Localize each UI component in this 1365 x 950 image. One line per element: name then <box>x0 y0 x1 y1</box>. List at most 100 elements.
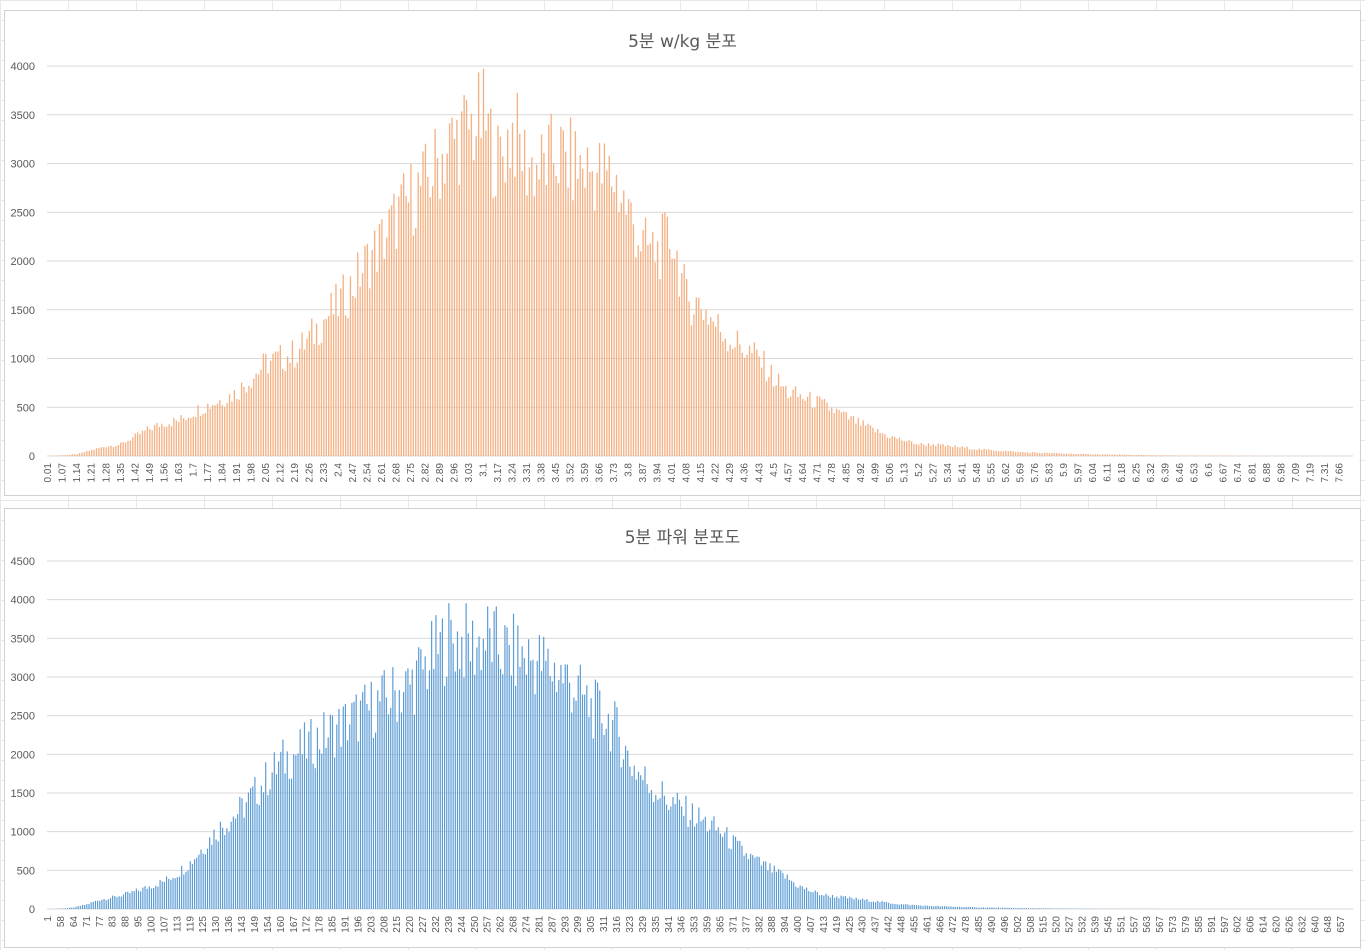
bar <box>269 789 271 909</box>
bar <box>163 882 165 909</box>
bar <box>532 659 534 909</box>
x-tick-label: 3.24 <box>508 463 519 483</box>
bar <box>318 749 321 909</box>
bar <box>168 878 170 909</box>
bar <box>357 741 359 909</box>
bar <box>81 904 84 909</box>
bar <box>114 896 116 909</box>
bar <box>214 405 216 456</box>
x-tick-label: 257 <box>483 916 494 933</box>
x-tick-label: 413 <box>819 916 830 933</box>
x-tick-label: 502 <box>1013 916 1024 933</box>
bar <box>381 675 383 909</box>
x-tick-label: 597 <box>1220 916 1231 933</box>
bar <box>1099 454 1101 456</box>
bar <box>77 906 79 909</box>
bar <box>647 245 649 456</box>
bar <box>840 412 843 456</box>
x-tick-label: 579 <box>1181 916 1192 933</box>
bar <box>125 892 127 909</box>
bar <box>118 896 120 909</box>
bar <box>734 836 737 909</box>
bar <box>129 893 131 909</box>
bar <box>782 873 784 909</box>
bar <box>127 891 129 909</box>
wkg-distribution-chart[interactable]: 5분 w/kg 분포 0 500 1000 1500 2000 2500 3000 3500 4… <box>4 10 1361 496</box>
x-tick-label: 632 <box>1297 916 1308 933</box>
bar <box>586 685 588 909</box>
bar <box>1085 453 1087 456</box>
bar <box>395 249 398 456</box>
bar <box>614 701 616 909</box>
bar <box>795 886 797 909</box>
bar <box>809 391 811 456</box>
x-tick-label: 2.54 <box>362 463 373 483</box>
bar <box>289 362 291 456</box>
x-tick-label: 232 <box>431 916 442 933</box>
y-tick-label: 4000 <box>11 595 35 607</box>
bar <box>632 224 635 456</box>
bar <box>1118 454 1121 456</box>
bar <box>329 714 331 909</box>
bar <box>443 685 446 909</box>
bar <box>935 905 937 909</box>
bar <box>500 668 502 909</box>
bar <box>66 908 69 909</box>
bar <box>739 344 741 456</box>
bar <box>747 859 750 909</box>
bar <box>441 153 444 456</box>
bar <box>216 403 219 456</box>
bar <box>907 904 909 909</box>
power-distribution-chart[interactable]: 5분 파워 분포도 0 500 1000 1500 2000 2500 3000 3500 40… <box>4 508 1361 948</box>
bar <box>366 243 369 456</box>
bar <box>366 704 368 909</box>
bar <box>340 288 342 456</box>
bar <box>68 907 71 909</box>
bar <box>117 444 119 456</box>
bar <box>993 450 995 456</box>
bar <box>909 905 911 909</box>
bar <box>982 907 984 909</box>
bar <box>967 906 969 909</box>
bar <box>59 455 61 456</box>
bar <box>685 279 688 456</box>
bar <box>705 309 707 456</box>
bar <box>1028 908 1030 909</box>
x-tick-label: 1.63 <box>174 463 185 483</box>
x-tick-label: 1.56 <box>159 463 170 483</box>
x-tick-label: 7.19 <box>1306 463 1317 483</box>
bar <box>340 746 342 909</box>
bar <box>1045 908 1047 909</box>
bar <box>966 446 968 456</box>
x-tick-label: 172 <box>302 916 313 933</box>
bar <box>926 905 928 909</box>
bar <box>325 747 327 909</box>
bar <box>441 618 444 909</box>
bar <box>463 95 465 456</box>
bar <box>1010 450 1012 456</box>
x-tick-label: 167 <box>289 916 300 933</box>
x-tick-label: 2.26 <box>304 463 315 483</box>
bar <box>932 444 934 456</box>
bar <box>330 293 332 456</box>
bar <box>294 367 296 456</box>
bar <box>385 697 387 909</box>
bar <box>1121 454 1123 456</box>
bar <box>1089 454 1092 456</box>
bar <box>110 445 112 456</box>
bar <box>707 324 710 456</box>
bar <box>816 891 818 909</box>
bar <box>609 751 612 909</box>
bar <box>672 796 674 909</box>
bar <box>633 765 635 909</box>
bar <box>437 654 439 909</box>
bar <box>845 412 847 456</box>
bar <box>1070 453 1072 456</box>
bar <box>383 670 385 909</box>
bar <box>702 819 704 909</box>
bar <box>426 689 428 909</box>
bar <box>1043 452 1046 456</box>
bar <box>1010 907 1012 909</box>
x-tick-label: 4.99 <box>870 463 881 483</box>
bar <box>732 835 734 909</box>
